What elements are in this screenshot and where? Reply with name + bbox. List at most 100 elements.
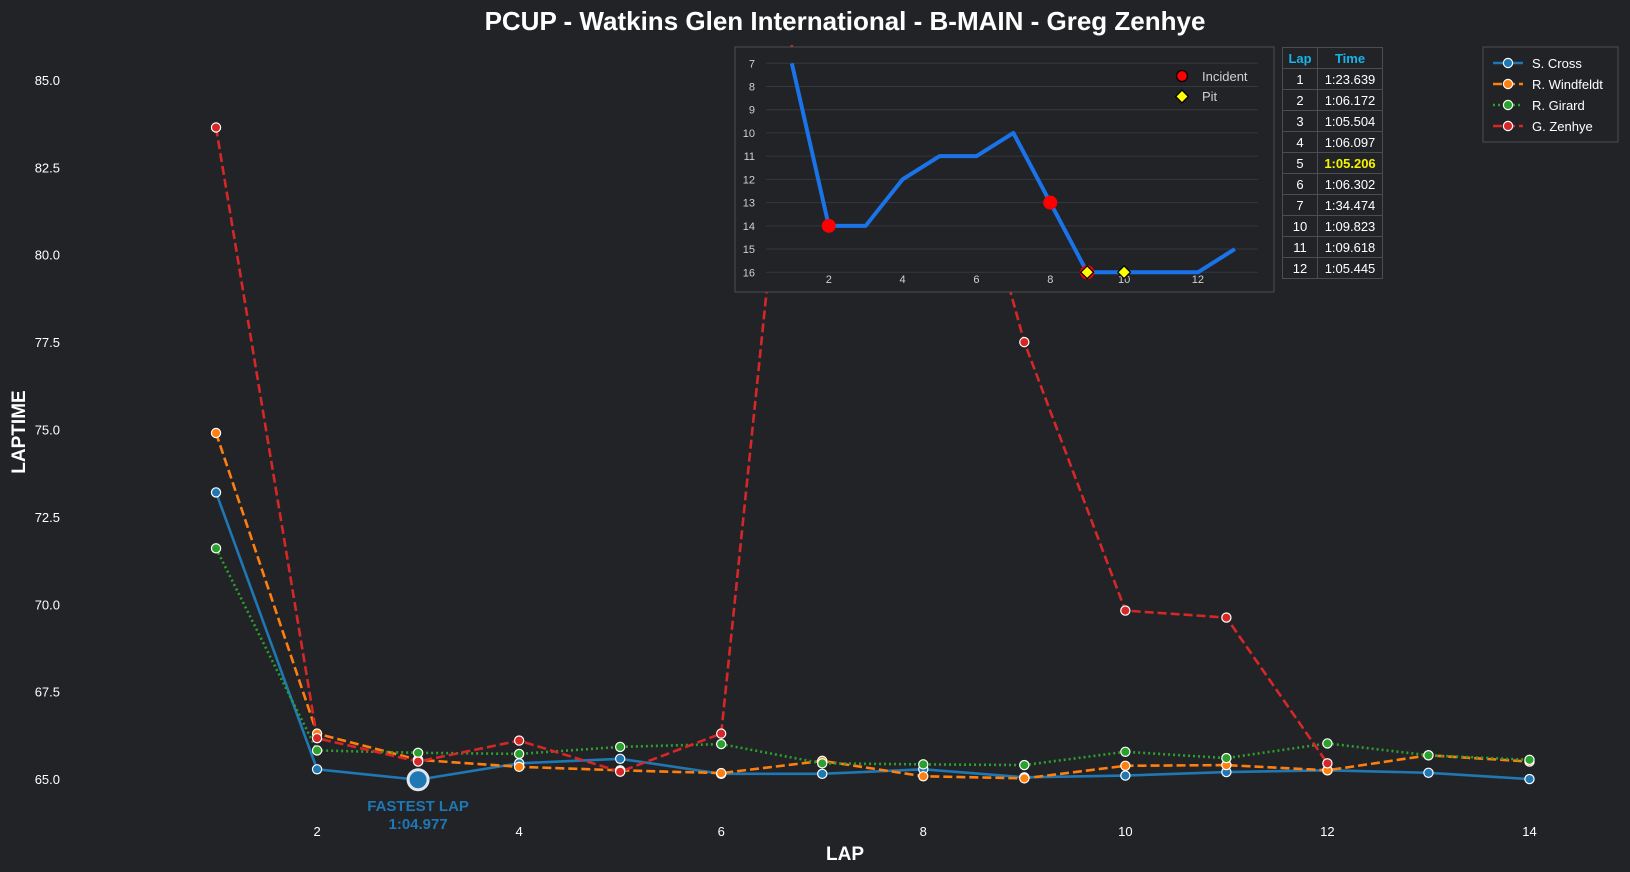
- data-point: [1120, 770, 1131, 781]
- data-point: [311, 732, 323, 744]
- data-point: [1120, 746, 1131, 757]
- series-line-2: [214, 547, 1530, 767]
- inset-y-tick-label: 13: [743, 198, 755, 210]
- data-point: [513, 735, 525, 746]
- table-cell-time: 1:09.823: [1317, 215, 1383, 237]
- table-row: 6 1:06.302: [1282, 173, 1383, 195]
- table-cell-lap: 10: [1282, 215, 1318, 237]
- inset-legend: Incident Pit: [1174, 69, 1248, 104]
- fastest-lap-time: 1:04.977: [388, 816, 447, 833]
- table-row: 7 1:34.474: [1282, 194, 1383, 216]
- data-point: [311, 745, 323, 756]
- position-inset: 7 8 9 10 11 12 13 14 15 16 2 4 6 8 10 12 Incident Pit: [734, 46, 1275, 293]
- inset-x-tick-labels: 2 4 6 8 10 12: [826, 274, 1204, 286]
- inset-x-tick-label: 4: [900, 274, 906, 286]
- table-cell-lap: 11: [1282, 236, 1318, 258]
- fastest-lap-label: FASTEST LAP: [367, 798, 469, 815]
- table-cell-time: 1:09.618: [1317, 236, 1383, 258]
- table-header-lap: Lap: [1282, 47, 1318, 69]
- series-line-0: [214, 491, 1530, 782]
- table-row: 5 1:05.206: [1282, 152, 1383, 174]
- legend-marker: [1502, 78, 1514, 90]
- data-point: [412, 747, 424, 759]
- data-point: [1524, 773, 1535, 785]
- data-point: [1322, 738, 1333, 749]
- data-point: [210, 427, 222, 439]
- inset-y-tick-label: 16: [743, 267, 755, 279]
- data-point: [210, 543, 222, 554]
- series-line-1: [214, 432, 1530, 780]
- inset-y-tick-label: 9: [749, 105, 755, 117]
- table-cell-time: 1:05.206: [1317, 152, 1383, 174]
- table-cell-lap: 5: [1282, 152, 1318, 174]
- y-tick-label: 82.5: [35, 160, 60, 175]
- table-row: 4 1:06.097: [1282, 131, 1383, 153]
- legend-marker: [1502, 120, 1514, 132]
- inset-background: [734, 46, 1275, 293]
- inset-y-tick-label: 14: [743, 221, 755, 233]
- data-point: [918, 771, 929, 782]
- inset-y-tick-label: 11: [744, 151, 755, 163]
- inset-event-markers: [821, 195, 1132, 280]
- incident-marker: [1043, 195, 1058, 210]
- data-point: [1019, 759, 1030, 771]
- fastest-lap-annotation: FASTEST LAP 1:04.977: [367, 768, 469, 833]
- data-point: [1019, 336, 1030, 348]
- table-cell-time: 1:06.302: [1317, 173, 1383, 195]
- position-line: [789, 62, 1236, 275]
- data-point: [1524, 754, 1535, 766]
- legend-marker: [1502, 57, 1514, 69]
- pit-legend-icon: [1174, 89, 1190, 104]
- inset-y-tick-label: 7: [749, 58, 755, 70]
- table-row: 2 1:06.172: [1282, 89, 1383, 111]
- table-cell-lap: 1: [1282, 68, 1318, 90]
- table-cell-lap: 4: [1282, 131, 1318, 153]
- y-tick-label: 65.0: [35, 772, 60, 787]
- inset-x-tick-label: 2: [826, 274, 832, 286]
- x-tick-labels: 2 4 6 8 10 12 14: [313, 824, 1536, 839]
- data-point: [1322, 758, 1333, 769]
- table-row: 11 1:09.618: [1282, 236, 1383, 258]
- table-header-row: Lap Time: [1282, 47, 1383, 69]
- table-cell-time: 1:23.639: [1317, 68, 1383, 90]
- data-point: [1423, 750, 1434, 761]
- x-tick-label: 14: [1522, 824, 1536, 839]
- series-points: [210, 122, 1535, 785]
- table-cell-time: 1:05.445: [1317, 257, 1383, 279]
- y-tick-label: 77.5: [35, 335, 60, 350]
- legend-label: R. Girard: [1532, 98, 1585, 113]
- chart-title: PCUP - Watkins Glen International - B-MA…: [485, 6, 1206, 36]
- y-tick-label: 72.5: [35, 510, 60, 525]
- inset-x-tick-label: 8: [1047, 274, 1053, 286]
- inset-y-tick-labels: 7 8 9 10 11 12 13 14 15 16: [743, 58, 755, 279]
- pit-marker: [1079, 265, 1095, 280]
- legend: S. Cross R. Windfeldt R. Girard G. Zenhye: [1482, 46, 1619, 143]
- inset-y-tick-label: 8: [749, 81, 755, 93]
- inset-x-tick-label: 10: [1118, 274, 1130, 286]
- table-cell-lap: 3: [1282, 110, 1318, 132]
- inset-y-tick-label: 10: [743, 128, 755, 140]
- inset-y-tick-label: 15: [743, 244, 755, 256]
- data-point: [513, 748, 525, 760]
- data-point: [918, 759, 929, 770]
- data-point: [210, 487, 222, 498]
- inset-x-tick-label: 6: [973, 274, 979, 286]
- table-cell-lap: 7: [1282, 194, 1318, 216]
- data-point: [311, 764, 323, 775]
- table-row: 12 1:05.445: [1282, 257, 1383, 279]
- inset-y-tick-label: 12: [743, 174, 755, 186]
- table-header-time: Time: [1317, 47, 1383, 69]
- data-point: [513, 761, 525, 773]
- data-point: [1221, 752, 1232, 764]
- inset-position-line: [789, 62, 1236, 275]
- incident-marker: [821, 218, 836, 233]
- x-tick-label: 2: [313, 824, 320, 839]
- y-tick-label: 70.0: [35, 597, 60, 612]
- legend-label: G. Zenhye: [1532, 119, 1593, 134]
- data-point: [1019, 773, 1030, 784]
- inset-grid: [766, 62, 1258, 273]
- data-point: [614, 766, 626, 777]
- data-point: [817, 758, 828, 769]
- x-tick-label: 10: [1118, 824, 1132, 839]
- lap-times-table: Lap Time 1 1:23.639 2 1:06.172 3 1:05.504 4 1:0…: [1282, 47, 1383, 279]
